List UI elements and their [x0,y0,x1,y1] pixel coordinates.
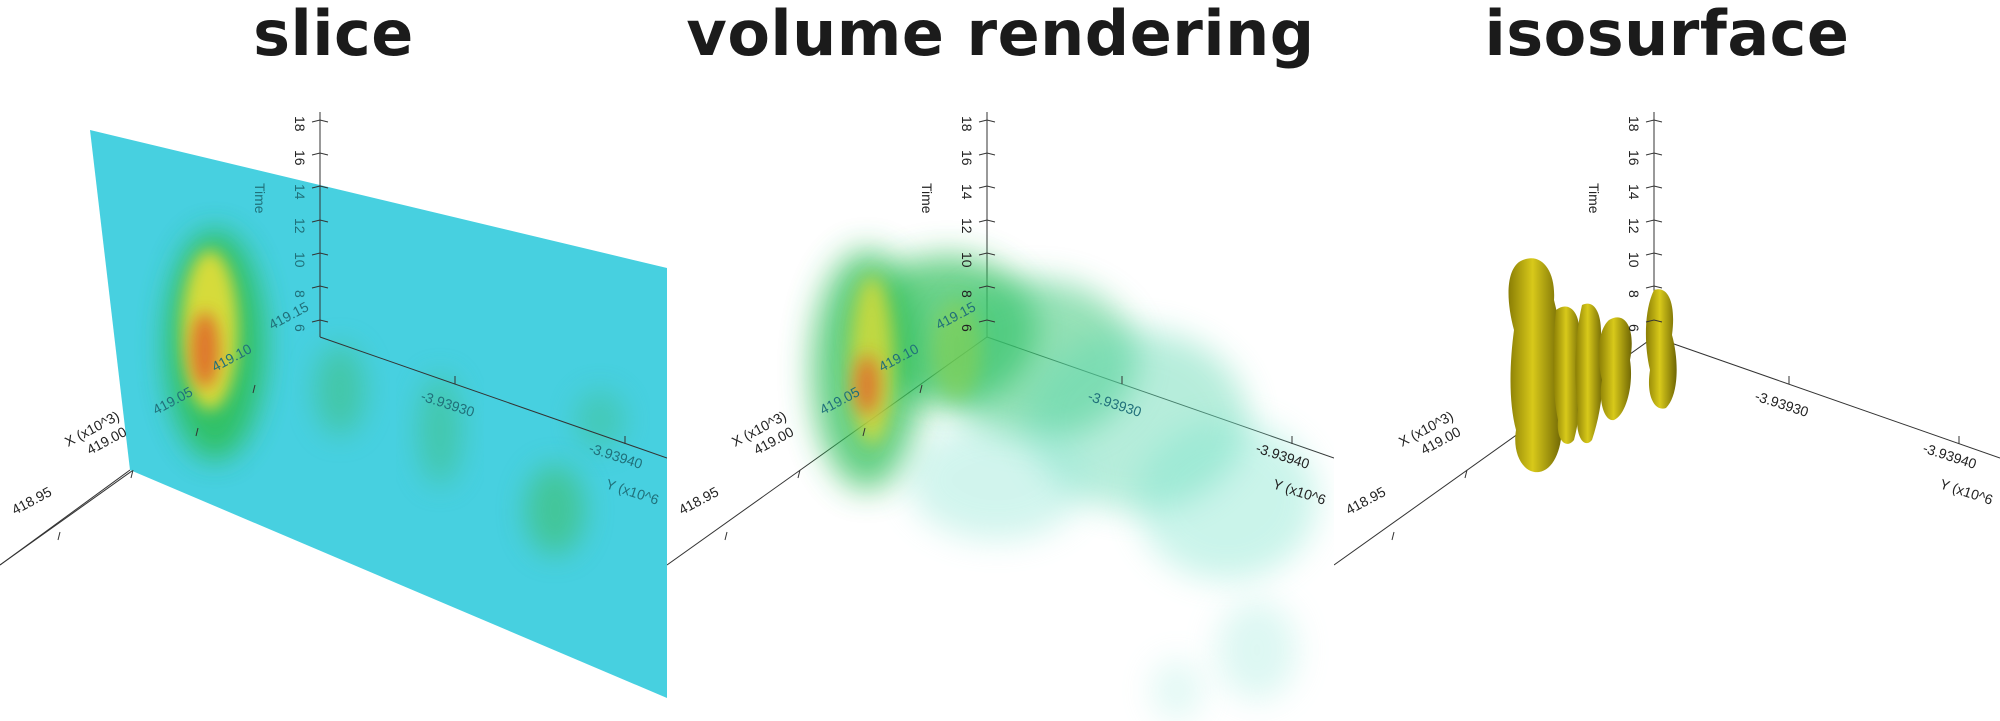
time-tick: 8 [292,290,308,298]
time-tick: 16 [959,150,975,166]
x-axis-front-line [0,469,131,566]
time-tick: 18 [959,116,975,132]
volume-rendering-panel: volume rendering 6 8 10 [667,0,1334,721]
y-axis-label: Y (x10^6 [1938,476,1995,508]
time-tick: 18 [292,116,308,132]
volume-cloud [812,250,1317,720]
y-ticks: -3.93930 -3.93940 Y (x10^6 [1753,376,1995,508]
time-tick: 18 [1626,116,1642,132]
time-tick: 6 [959,324,975,332]
y-tick: -3.93940 [1921,440,1979,472]
y-axis-line [1653,336,2000,459]
time-tick: 10 [1626,252,1642,268]
slice-density-field [165,230,625,555]
panel-title-volume-rendering: volume rendering [686,0,1315,70]
isosurface-panel: isosurface 6 8 10 12 14 [1334,0,2000,721]
time-ticks: 6 8 10 12 14 16 18 Time [919,116,996,332]
time-axis-label: Time [252,183,268,214]
time-ticks: 6 8 10 12 14 16 18 Time [252,116,329,332]
time-ticks: 6 8 10 12 14 16 18 Time [1586,116,1663,332]
slice-panel: slice 6 8 10 12 14 [0,0,667,721]
time-tick: 10 [959,252,975,268]
panel-title-slice: slice [253,0,414,70]
x-tick: 418.95 [676,483,722,517]
time-tick: 12 [1626,218,1642,234]
time-tick: 6 [292,324,308,332]
isosurface-scene: 6 8 10 12 14 16 18 Time 418.95 419.00 X … [1334,112,2000,566]
volume-rendering-scene: 6 8 10 12 14 16 18 Time 418.95 419.00 41… [667,112,1334,720]
time-tick: 12 [292,218,308,234]
time-tick: 10 [292,252,308,268]
time-tick: 12 [959,218,975,234]
x-ticks: 418.95 419.00 X (x10^3) [1343,408,1468,541]
time-tick: 16 [292,150,308,166]
time-axis-label: Time [1586,183,1602,214]
x-tick: 418.95 [9,483,55,517]
y-tick: -3.93930 [1753,388,1811,420]
slice-scene: 6 8 10 12 14 16 18 Time 418.95 419.00 41… [0,112,667,698]
time-tick: 6 [1626,324,1642,332]
time-tick: 14 [1626,184,1642,200]
isosurface-blobs [1508,258,1677,473]
time-tick: 8 [959,290,975,298]
time-tick: 14 [959,184,975,200]
time-axis-label: Time [919,183,935,214]
time-tick: 14 [292,184,308,200]
time-tick: 8 [1626,290,1642,298]
x-tick: 418.95 [1343,483,1389,517]
time-tick: 16 [1626,150,1642,166]
panel-title-isosurface: isosurface [1484,0,1850,70]
y-axis-line [319,336,667,459]
